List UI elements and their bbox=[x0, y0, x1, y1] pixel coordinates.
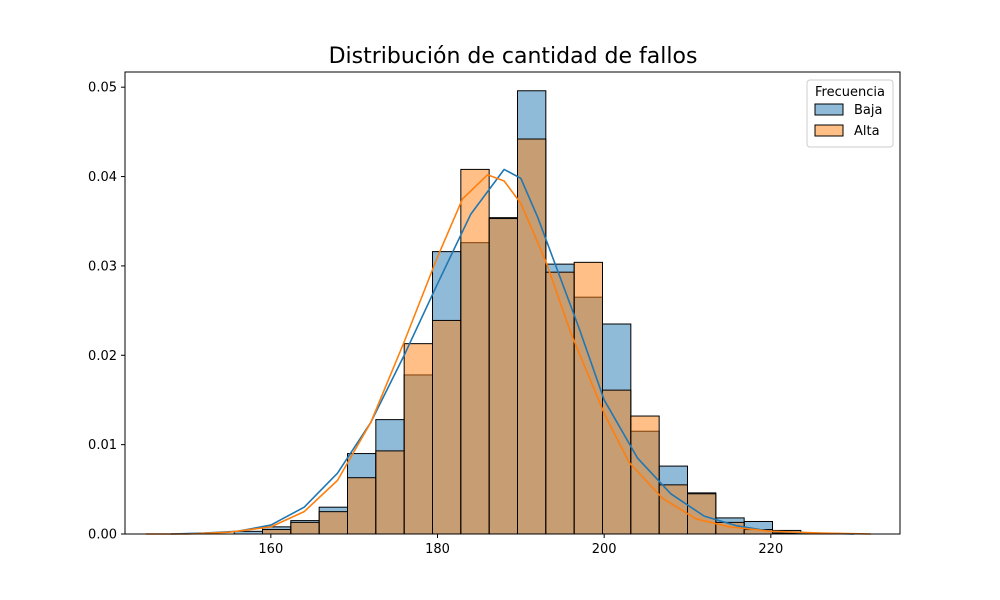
bar-alta-6 bbox=[347, 477, 377, 535]
kde-lines bbox=[145, 168, 871, 535]
bar-alta-15 bbox=[602, 389, 632, 535]
legend: Frecuencia Baja Alta bbox=[806, 79, 894, 148]
y-axis: 0.00 0.01 0.02 0.03 0.04 0.05 bbox=[88, 81, 125, 543]
y-tick-label: 0.03 bbox=[88, 259, 117, 274]
x-tick-label: 220 bbox=[758, 542, 783, 557]
y-tick-label: 0.02 bbox=[88, 349, 117, 364]
bar-alta-4 bbox=[290, 521, 320, 535]
bar-alta-17 bbox=[658, 484, 688, 535]
bar-alta-3 bbox=[262, 529, 292, 535]
kde-line-baja bbox=[170, 168, 855, 535]
bar-alta-11 bbox=[488, 218, 519, 535]
legend-swatch-alta bbox=[814, 124, 844, 137]
bar-alta-13 bbox=[545, 271, 575, 535]
bar-alta-5 bbox=[318, 511, 349, 535]
bar-alta-12 bbox=[517, 138, 547, 535]
legend-label-baja: Baja bbox=[854, 103, 882, 118]
bar-alta-16 bbox=[630, 415, 660, 535]
legend-title: Frecuencia bbox=[815, 85, 885, 100]
bar-alta-10 bbox=[460, 168, 490, 535]
plot-frame bbox=[124, 71, 901, 535]
y-tick-label: 0.00 bbox=[88, 528, 117, 543]
x-tick-label: 180 bbox=[425, 542, 450, 557]
x-axis: 160 180 200 220 bbox=[258, 534, 783, 557]
chart-title: Distribución de cantidad de fallos bbox=[329, 44, 698, 69]
legend-swatch-baja bbox=[814, 103, 844, 116]
kde-line-alta bbox=[145, 173, 871, 535]
x-tick-label: 160 bbox=[258, 542, 283, 557]
y-tick-label: 0.01 bbox=[88, 438, 117, 453]
legend-label-alta: Alta bbox=[854, 124, 880, 139]
x-tick-label: 200 bbox=[592, 542, 617, 557]
bar-alta-7 bbox=[375, 450, 405, 535]
bars-alta bbox=[262, 138, 802, 535]
bar-alta-8 bbox=[403, 343, 434, 535]
y-tick-label: 0.04 bbox=[88, 170, 117, 185]
bar-alta-9 bbox=[432, 319, 462, 535]
y-tick-label: 0.05 bbox=[88, 81, 117, 96]
